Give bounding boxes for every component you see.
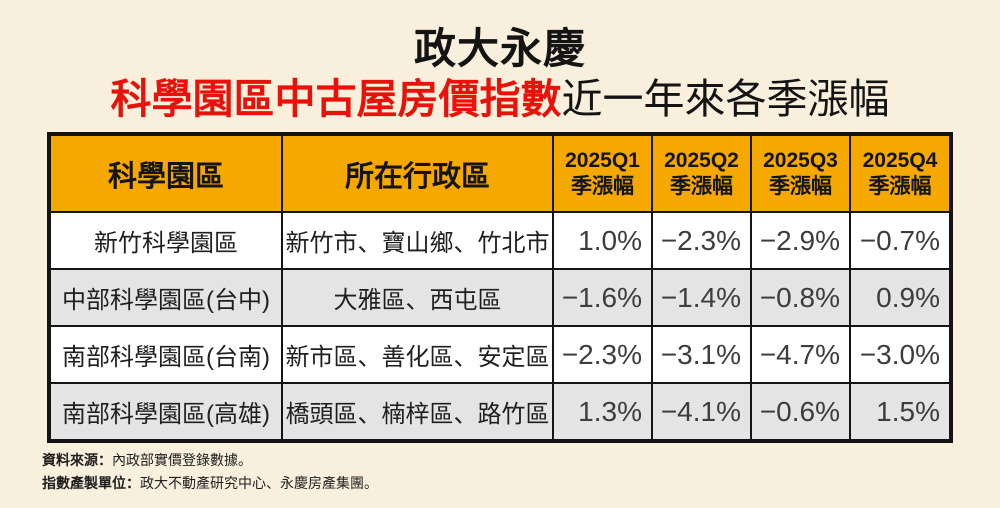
page-subtitle: 科學園區中古屋房價指數近一年來各季漲幅 — [0, 76, 1000, 122]
cell-q1-row4: 1.3% — [554, 384, 651, 439]
header-2025q1: 2025Q1 季漲幅 — [554, 136, 651, 211]
header-2025q1-line1: 2025Q1 — [565, 148, 640, 172]
cell-q4-row1: −0.7% — [851, 213, 949, 268]
cell-q4-row4: 1.5% — [851, 384, 949, 439]
cell-district-row1: 新竹市、寶山鄉、竹北市 — [283, 213, 552, 268]
header-2025q3: 2025Q3 季漲幅 — [752, 136, 849, 211]
cell-q3-row3: −4.7% — [752, 327, 849, 382]
footnote-source-text: 內政部實價登錄數據。 — [112, 452, 252, 468]
cell-park-row1: 新竹科學園區 — [51, 213, 281, 268]
cell-q1-row2: −1.6% — [554, 270, 651, 325]
cell-district-row3: 新市區、善化區、安定區 — [283, 327, 552, 382]
footnotes: 資料來源：內政部實價登錄數據。 指數產製單位：政大不動產研究中心、永慶房產集團。 — [42, 449, 378, 495]
cell-q2-row3: −3.1% — [653, 327, 750, 382]
header-2025q3-line1: 2025Q3 — [763, 148, 838, 172]
cell-q1-row3: −2.3% — [554, 327, 651, 382]
cell-q2-row4: −4.1% — [653, 384, 750, 439]
cell-park-row3: 南部科學園區(台南) — [51, 327, 281, 382]
header-2025q1-line2: 季漲幅 — [571, 174, 634, 198]
cell-park-row2: 中部科學園區(台中) — [51, 270, 281, 325]
header-2025q2: 2025Q2 季漲幅 — [653, 136, 750, 211]
header-district-column: 所在行政區 — [283, 136, 552, 211]
footnote-producer-label: 指數產製單位： — [42, 475, 140, 491]
subtitle-highlight: 科學園區中古屋房價指數 — [110, 76, 562, 122]
footnote-producer-text: 政大不動產研究中心、永慶房產集團。 — [140, 475, 378, 491]
header-park-column: 科學園區 — [51, 136, 281, 211]
footnote-source: 資料來源：內政部實價登錄數據。 — [42, 449, 378, 472]
header-2025q4: 2025Q4 季漲幅 — [851, 136, 949, 211]
page-title: 政大永慶 — [413, 25, 586, 72]
subtitle-rest: 近一年來各季漲幅 — [561, 76, 890, 122]
cell-q3-row1: −2.9% — [752, 213, 849, 268]
cell-q3-row4: −0.6% — [752, 384, 849, 439]
cell-q3-row2: −0.8% — [752, 270, 849, 325]
header-2025q2-line2: 季漲幅 — [670, 174, 733, 198]
cell-q1-row1: 1.0% — [554, 213, 651, 268]
cell-q4-row3: −3.0% — [851, 327, 949, 382]
header-2025q4-line2: 季漲幅 — [868, 174, 932, 198]
header-2025q3-line2: 季漲幅 — [769, 174, 832, 198]
footnote-source-label: 資料來源： — [42, 452, 112, 468]
cell-district-row2: 大雅區、西屯區 — [283, 270, 552, 325]
price-index-table: 科學園區 所在行政區 2025Q1 季漲幅 2025Q2 季漲幅 2025Q3 … — [47, 132, 953, 443]
footnote-producer: 指數產製單位：政大不動產研究中心、永慶房產集團。 — [42, 472, 378, 495]
header-2025q4-line1: 2025Q4 — [862, 148, 938, 172]
cell-park-row4: 南部科學園區(高雄) — [51, 384, 281, 439]
cell-q4-row2: 0.9% — [851, 270, 949, 325]
cell-q2-row2: −1.4% — [653, 270, 750, 325]
cell-district-row4: 橋頭區、楠梓區、路竹區 — [283, 384, 552, 439]
cell-q2-row1: −2.3% — [653, 213, 750, 268]
header-2025q2-line1: 2025Q2 — [664, 148, 739, 172]
